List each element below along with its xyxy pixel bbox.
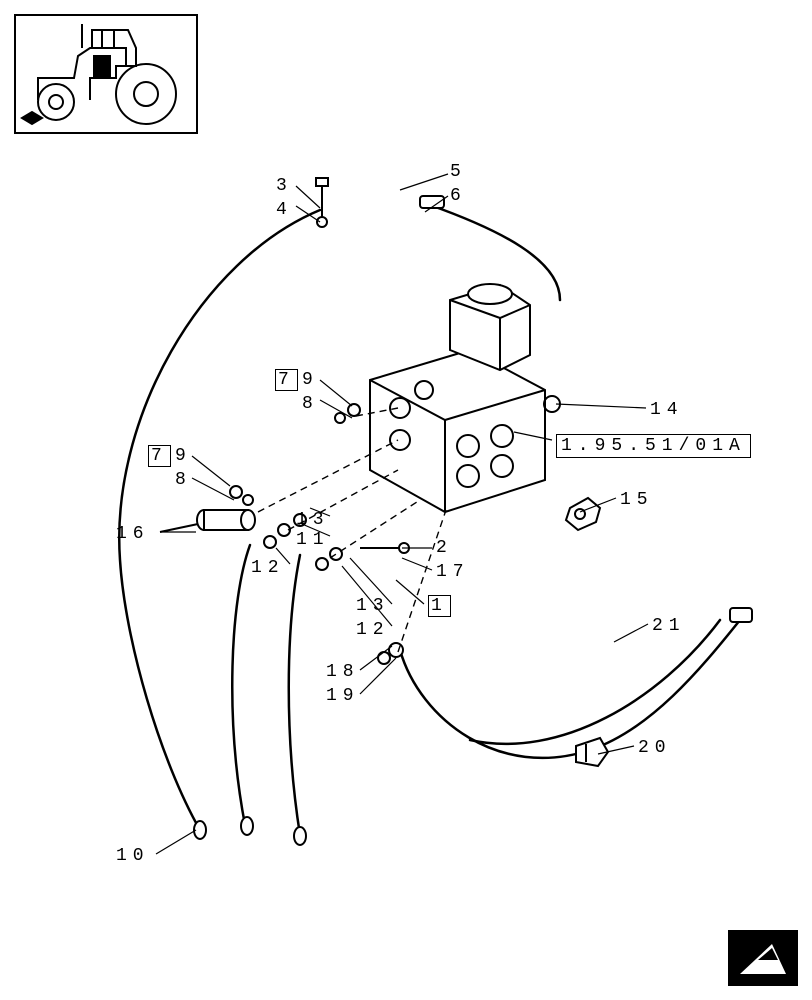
reference-number-box: 1.95.51/01A <box>556 434 751 458</box>
callout-5: 5 <box>450 162 467 182</box>
elbow-fitting <box>566 498 600 530</box>
callout-20: 20 <box>638 738 672 758</box>
callout-15: 15 <box>620 490 654 510</box>
page-corner-icon <box>728 930 798 986</box>
context-thumbnail <box>14 14 198 134</box>
hose-end-graphic <box>194 817 306 845</box>
callout-11: 11 <box>296 530 330 550</box>
callout-13a: 13 <box>296 510 330 530</box>
projection-lines <box>258 408 446 652</box>
callout-10: 10 <box>116 846 150 866</box>
callout-9b: 9 <box>175 446 192 466</box>
callout-14: 14 <box>650 400 684 420</box>
callout-7a: 7 <box>275 370 298 390</box>
callout-19: 19 <box>326 686 360 706</box>
callout-1: 1 <box>428 596 451 616</box>
callout-16: 16 <box>116 524 150 544</box>
valve-block-graphic <box>370 284 560 512</box>
callout-2: 2 <box>436 538 453 558</box>
clamp-graphic <box>576 738 608 766</box>
callout-18: 18 <box>326 662 360 682</box>
callout-21: 21 <box>652 616 686 636</box>
bolt-top-graphic <box>316 178 328 227</box>
callout-9a: 9 <box>302 370 319 390</box>
callout-12b: 12 <box>356 620 390 640</box>
callout-8b: 8 <box>175 470 192 490</box>
callout-13b: 13 <box>356 596 390 616</box>
callout-3: 3 <box>276 176 293 196</box>
tractor-icon <box>16 16 196 132</box>
callout-12a: 12 <box>251 558 285 578</box>
callout-8a: 8 <box>302 394 319 414</box>
callout-7b: 7 <box>148 446 171 466</box>
callout-6: 6 <box>450 186 467 206</box>
callout-17: 17 <box>436 562 470 582</box>
filter-cylinder <box>160 510 255 532</box>
bolt-graphic <box>360 543 409 553</box>
callout-4: 4 <box>276 200 293 220</box>
